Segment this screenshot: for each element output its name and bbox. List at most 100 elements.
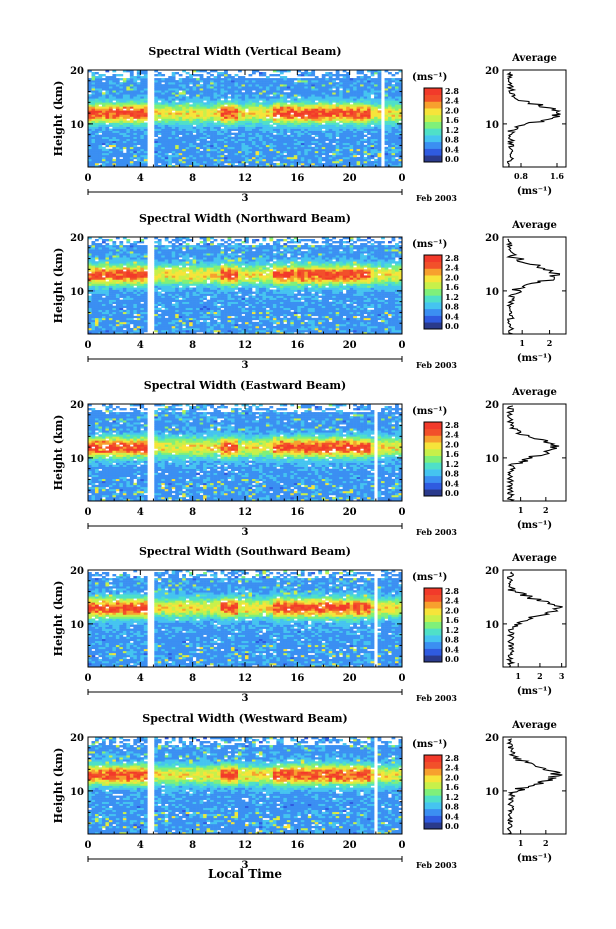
heatmap-cell	[210, 147, 214, 149]
heatmap-cell	[214, 90, 218, 92]
heatmap-cell	[105, 265, 109, 267]
heatmap-cell	[248, 98, 252, 100]
heatmap-cell	[210, 127, 214, 129]
heatmap-cell	[182, 145, 186, 147]
heatmap-cell	[350, 96, 354, 98]
heatmap-cell	[346, 151, 350, 153]
heatmap-cell	[158, 326, 162, 328]
heatmap-cell	[367, 76, 371, 78]
heatmap-cell	[105, 94, 109, 96]
heatmap-cell	[140, 296, 144, 298]
heatmap-cell	[242, 131, 246, 133]
heatmap-cell	[112, 312, 116, 314]
heatmap-cell	[248, 163, 252, 165]
heatmap-cell	[301, 86, 305, 88]
heatmap-cell	[112, 119, 116, 121]
heatmap-cell	[325, 151, 329, 153]
heatmap-cell	[290, 147, 294, 149]
heatmap-cell	[98, 143, 102, 145]
heatmap-cell	[221, 108, 225, 110]
heatmap-cell	[168, 286, 172, 288]
heatmap-cell	[262, 151, 266, 153]
heatmap-cell	[116, 330, 120, 332]
heatmap-cell	[343, 149, 347, 151]
heatmap-cell	[109, 263, 113, 265]
heatmap-cell	[130, 90, 134, 92]
heatmap-cell	[297, 80, 301, 82]
heatmap-cell	[242, 84, 246, 86]
heatmap-cell	[388, 135, 392, 137]
heatmap-cell	[119, 330, 123, 332]
heatmap-cell	[273, 119, 277, 121]
heatmap-cell	[231, 84, 235, 86]
heatmap-cell	[144, 288, 148, 290]
heatmap-cell	[98, 159, 102, 161]
heatmap-cell	[98, 139, 102, 141]
heatmap-cell	[161, 294, 165, 296]
heatmap-cell	[203, 108, 207, 110]
heatmap-cell	[308, 141, 312, 143]
heatmap-cell	[210, 108, 214, 110]
heatmap-cell	[350, 84, 354, 86]
heatmap-cell	[332, 163, 336, 165]
heatmap-cell	[224, 78, 228, 80]
heatmap-cell	[172, 288, 176, 290]
heatmap-cell	[242, 127, 246, 129]
heatmap-cell	[297, 163, 301, 165]
heatmap-cell	[269, 147, 273, 149]
heatmap-cell	[130, 127, 134, 129]
heatmap-cell	[144, 80, 148, 82]
heatmap-cell	[119, 265, 123, 267]
heatmap-cell	[168, 326, 172, 328]
heatmap-cell	[123, 78, 127, 80]
heatmap-cell	[168, 298, 172, 300]
heatmap-cell	[287, 96, 291, 98]
heatmap-cell	[112, 324, 116, 326]
heatmap-cell	[165, 147, 169, 149]
heatmap-cell	[119, 292, 123, 294]
heatmap-cell	[259, 141, 263, 143]
heatmap-cell	[98, 80, 102, 82]
heatmap-cell	[332, 135, 336, 137]
heatmap-cell	[353, 80, 357, 82]
heatmap-cell	[210, 141, 214, 143]
heatmap-cell	[214, 76, 218, 78]
heatmap-cell	[315, 149, 319, 151]
heatmap-cell	[165, 257, 169, 259]
heatmap-cell	[392, 145, 396, 147]
heatmap-cell	[280, 163, 284, 165]
heatmap-cell	[245, 127, 249, 129]
heatmap-cell	[252, 125, 256, 127]
heatmap-cell	[255, 78, 259, 80]
heatmap-cell	[371, 110, 375, 112]
heatmap-cell	[88, 330, 92, 332]
heatmap-cell	[158, 314, 162, 316]
heatmap-cell	[315, 129, 319, 131]
heatmap-cell	[217, 98, 221, 100]
heatmap-cell	[193, 119, 197, 121]
heatmap-cell	[221, 131, 225, 133]
heatmap-cell	[102, 151, 106, 153]
heatmap-cell	[273, 151, 277, 153]
heatmap-cell	[224, 74, 228, 76]
heatmap-cell	[158, 147, 162, 149]
heatmap-cell	[116, 159, 120, 161]
heatmap-cell	[144, 314, 148, 316]
heatmap-cell	[175, 139, 179, 141]
heatmap-cell	[154, 304, 158, 306]
heatmap-cell	[336, 104, 340, 106]
heatmap-cell	[308, 92, 312, 94]
heatmap-cell	[269, 161, 273, 163]
heatmap-cell	[144, 265, 148, 267]
heatmap-cell	[203, 80, 207, 82]
heatmap-cell	[238, 119, 242, 121]
heatmap-cell	[214, 125, 218, 127]
heatmap-cell	[179, 96, 183, 98]
heatmap-cell	[311, 88, 315, 90]
heatmap-cell	[308, 94, 312, 96]
heatmap-cell	[172, 159, 176, 161]
heatmap-cell	[388, 110, 392, 112]
heatmap-cell	[228, 74, 232, 76]
heatmap-cell	[123, 326, 127, 328]
heatmap-cell	[172, 247, 176, 249]
